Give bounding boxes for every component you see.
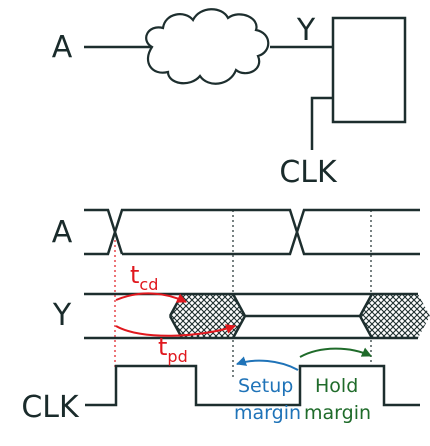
tcd-label: tcd: [130, 261, 158, 294]
waveform-a-label: A: [52, 215, 73, 250]
waveform-y-label: Y: [52, 298, 72, 333]
setup-label: Setup: [238, 375, 293, 397]
wire-clk: [310, 96, 333, 150]
hold-label: Hold: [315, 375, 358, 397]
combinational-logic-cloud-icon: [145, 8, 270, 85]
waveform-y: [84, 292, 430, 340]
setup-margin-label: margin: [234, 402, 301, 424]
tcd-arrow: [115, 292, 187, 303]
waveform-a: [84, 208, 420, 256]
clock-label-top: CLK: [279, 155, 338, 190]
tpd-arrow: [115, 324, 236, 337]
input-a-label: A: [52, 30, 73, 65]
tpd-label: tpd: [158, 333, 188, 366]
output-y-label: Y: [296, 13, 316, 48]
waveform-clk: [85, 364, 420, 407]
waveform-clk-label: CLK: [21, 390, 80, 425]
hold-margin-label: margin: [304, 402, 371, 424]
hold-margin-arrow: [299, 347, 372, 358]
setup-margin-arrow: [236, 356, 299, 371]
register-box-icon: [331, 16, 407, 124]
